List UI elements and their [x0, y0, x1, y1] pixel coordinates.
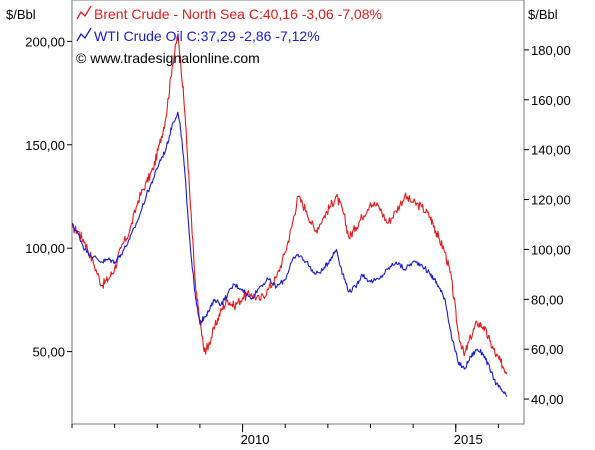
right-tick-label: 140,00: [531, 143, 571, 158]
right-y-axis: 40,00 60,00 80,00 100,00 120,00 140,00 160,00 1…: [524, 43, 571, 407]
brent-legend-icon: [76, 5, 92, 20]
right-tick-label: 60,00: [531, 342, 564, 357]
right-tick-label: 40,00: [531, 392, 564, 407]
legend-entry-wti: WTI Crude Oil C:37,29 -2,86 -7,12%: [76, 27, 320, 44]
x-tick-label: 2010: [241, 432, 270, 447]
x-tick-label: 2015: [454, 432, 483, 447]
left-y-axis: 50,00 100,00 150,00 200,00: [25, 34, 72, 360]
wti-legend-label: WTI Crude Oil C:37,29 -2,86 -7,12%: [94, 28, 320, 44]
left-tick-label: 50,00: [32, 345, 65, 360]
right-tick-label: 120,00: [531, 193, 571, 208]
brent-series-line: [71, 34, 508, 375]
x-axis: 2010 2015: [71, 424, 499, 447]
right-tick-label: 160,00: [531, 93, 571, 108]
plot-area: [71, 0, 525, 425]
right-tick-label: 80,00: [531, 292, 564, 307]
wti-legend-icon: [76, 27, 92, 42]
left-axis-unit: $/Bbl: [6, 7, 36, 22]
left-tick-label: 150,00: [25, 138, 65, 153]
left-tick-label: 200,00: [25, 34, 65, 49]
brent-legend-label: Brent Crude - North Sea C:40,16 -3,06 -7…: [94, 6, 382, 22]
right-tick-label: 180,00: [531, 43, 571, 58]
left-tick-label: 100,00: [25, 241, 65, 256]
series-layer: [71, 34, 508, 397]
source-note: © www.tradesignalonline.com: [76, 50, 260, 66]
wti-series-line: [71, 111, 508, 397]
right-axis-unit: $/Bbl: [528, 7, 558, 22]
right-tick-label: 100,00: [531, 242, 571, 257]
legend: Brent Crude - North Sea C:40,16 -3,06 -7…: [76, 5, 382, 66]
legend-entry-brent: Brent Crude - North Sea C:40,16 -3,06 -7…: [76, 5, 382, 22]
